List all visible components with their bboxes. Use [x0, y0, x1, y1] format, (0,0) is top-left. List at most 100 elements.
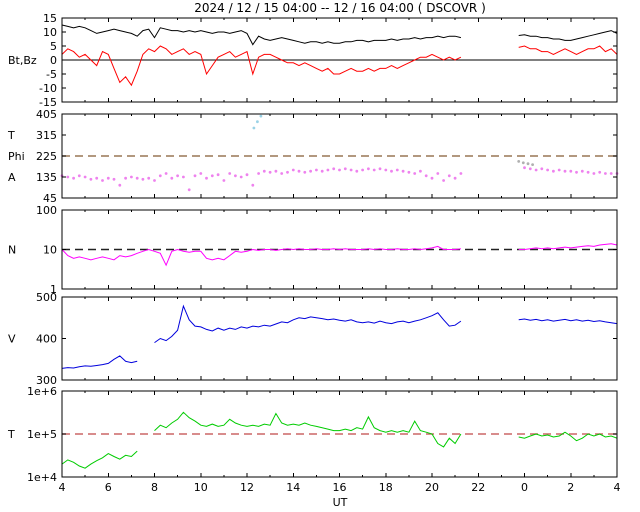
- y-tick-label: -10: [39, 82, 57, 95]
- x-axis-label: UT: [333, 496, 348, 509]
- series-phi-dot: [528, 167, 532, 171]
- series-phi-dot: [234, 174, 237, 178]
- series-v: [61, 304, 618, 369]
- series-phi-dot: [291, 168, 295, 172]
- series-phi-dot: [424, 174, 428, 178]
- series-phi-dot: [598, 170, 602, 174]
- series-phi-dot: [274, 169, 278, 173]
- series-phi-high-dot: [252, 126, 256, 130]
- series-phi-dot: [286, 170, 289, 174]
- series-phi-dot: [459, 172, 463, 175]
- series-phi-dot: [419, 169, 422, 173]
- panel-label-a: A: [8, 171, 16, 184]
- panel-label-v: V: [8, 333, 16, 346]
- series-phi-dot: [205, 176, 208, 180]
- series-phi-dot: [332, 167, 336, 171]
- series-phi-dot: [77, 174, 81, 178]
- y-tick-label: 5: [50, 40, 57, 53]
- panel-label-n: N: [8, 244, 16, 257]
- panel-label-phi: Phi: [8, 150, 25, 163]
- panel-label-btbz: Bt,Bz: [8, 54, 37, 67]
- series-phi-dot: [592, 172, 596, 175]
- series-phi-high-dot: [256, 120, 259, 124]
- series-phi-dot: [355, 169, 359, 173]
- series-phi-gray-dot: [521, 161, 525, 165]
- series-phi-dot: [112, 177, 116, 181]
- x-tick-label: 4: [59, 481, 66, 494]
- series-phi-dot: [390, 169, 393, 173]
- panel-label-t: T: [7, 129, 15, 142]
- y-tick-label: 500: [36, 291, 57, 304]
- series-bt: [61, 24, 618, 46]
- series-phi-dot: [540, 167, 544, 171]
- series-phi-dot: [193, 174, 197, 178]
- series-phi-dot: [320, 169, 324, 173]
- y-tick-label: 100: [36, 204, 57, 217]
- panel-phi: 405 315 225 135 45 T Phi A: [7, 108, 619, 205]
- y-tick-label: -5: [46, 68, 57, 81]
- y-tick-label: 1e+6: [27, 385, 57, 398]
- series-phi-dot: [297, 169, 301, 173]
- y-tick-label: 15: [43, 12, 57, 25]
- series-phi-dot: [447, 174, 451, 178]
- x-axis-group: 4 6 8 10 12 14 16 18 20 22 0 2 4: [59, 481, 621, 494]
- series-phi-dot: [569, 169, 573, 173]
- series-phi-dot: [170, 176, 174, 180]
- x-tick-label: 16: [333, 481, 347, 494]
- x-tick-label: 4: [614, 481, 621, 494]
- series-phi-dot: [66, 175, 70, 179]
- x-tick-label: 22: [471, 481, 485, 494]
- series-phi-dot: [546, 168, 549, 172]
- series-phi-dot: [83, 175, 87, 179]
- series-phi-dot: [164, 172, 168, 175]
- x-tick-label: 10: [194, 481, 208, 494]
- series-phi-dot: [372, 168, 376, 172]
- series-phi-dot: [187, 188, 191, 192]
- series-phi-dot: [430, 176, 434, 180]
- series-phi-dot: [586, 170, 590, 174]
- series-phi-dot: [101, 179, 104, 182]
- series-phi-dot: [401, 169, 405, 173]
- x-tick-label: 18: [379, 481, 393, 494]
- series-phi-dot: [453, 176, 457, 180]
- panel-label-t: T: [7, 428, 15, 441]
- y-tick-label: 0: [50, 54, 57, 67]
- x-tick-label: 6: [105, 481, 112, 494]
- series-phi-dot: [534, 168, 538, 172]
- panel-border: [61, 296, 618, 381]
- series-phi-dot: [557, 168, 561, 172]
- x-tick-label: 14: [286, 481, 300, 494]
- series-phi-dot: [309, 169, 312, 173]
- series-bz: [61, 45, 618, 87]
- series-phi-dot: [95, 176, 99, 180]
- series-phi-gray-dot: [517, 160, 521, 163]
- series-phi-dot: [251, 183, 255, 187]
- series-phi-dot: [343, 167, 347, 171]
- series-phi-dot: [106, 176, 110, 180]
- series-phi-dot: [523, 166, 526, 170]
- series-t: [61, 411, 618, 469]
- panel-speed: 500 400 300 V: [8, 291, 618, 387]
- y-tick-label: 1: [50, 283, 57, 296]
- series-phi-gray-dot: [526, 162, 530, 166]
- series-phi-dot: [280, 172, 284, 175]
- series-phi-high-dot: [259, 114, 263, 118]
- series-phi-dot: [349, 168, 353, 172]
- series-phi-dot: [315, 168, 318, 172]
- y-tick-label: 400: [36, 333, 57, 346]
- series-phi-dot: [147, 176, 151, 180]
- x-tick-label: 2: [567, 481, 574, 494]
- series-phi-dot: [89, 177, 93, 181]
- y-tick-label: 1e+5: [27, 428, 57, 441]
- series-phi-dot: [407, 170, 411, 174]
- series-phi-dot: [413, 172, 417, 175]
- series-phi-dot: [367, 167, 370, 171]
- series-phi-dot: [176, 174, 180, 178]
- series-phi-dot: [228, 172, 232, 175]
- x-tick-label: 12: [240, 481, 254, 494]
- series-phi-dot: [130, 175, 133, 179]
- series-phi-dot: [436, 172, 440, 175]
- series-phi-dot: [239, 175, 243, 179]
